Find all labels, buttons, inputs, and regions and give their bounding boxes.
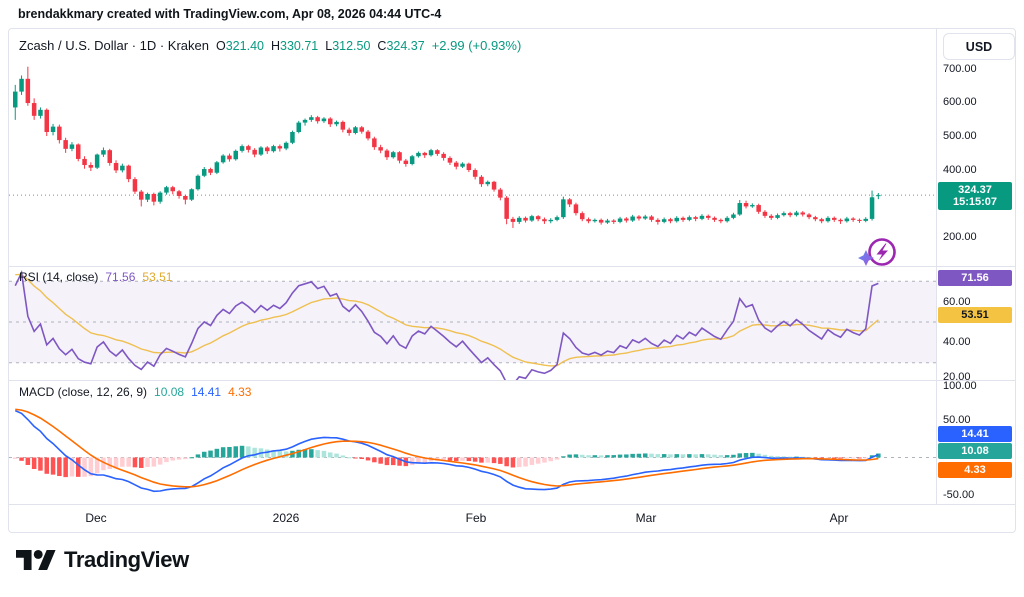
price-axis-tick: 700.00 bbox=[943, 62, 977, 75]
rsi-axis-tick: 20.00 bbox=[943, 371, 971, 383]
macd-axis-tick: 50.00 bbox=[943, 414, 971, 426]
change-value: +2.99 (+0.93%) bbox=[431, 38, 522, 53]
currency-toggle-button[interactable]: USD bbox=[943, 33, 1015, 60]
rsi-value-badge: 71.56 bbox=[938, 270, 1012, 287]
macd-title[interactable]: MACD (close, 12, 26, 9) bbox=[19, 385, 148, 399]
macd-hist-badge: 10.08 bbox=[938, 443, 1012, 459]
rsi-ma-value-badge: 53.51 bbox=[938, 306, 1012, 323]
symbol-title[interactable]: Zcash / U.S. Dollar · 1D · Kraken bbox=[19, 38, 209, 53]
low-label: L bbox=[325, 39, 333, 53]
tradingview-logo-mark bbox=[16, 550, 56, 570]
rsi-value: 71.56 bbox=[105, 270, 136, 284]
time-axis-label: Mar bbox=[635, 511, 657, 525]
open-value: 321.40 bbox=[225, 39, 264, 53]
ohlc-values: O321.40 H330.71 L312.50 C324.37 bbox=[216, 39, 425, 53]
rsi-title[interactable]: RSI (14, close) bbox=[19, 270, 99, 284]
last-price-badge: 324.37 15:15:07 bbox=[938, 182, 1012, 211]
macd-signal-badge: 4.33 bbox=[938, 462, 1012, 478]
credit-line: brendakkmary created with TradingView.co… bbox=[18, 7, 442, 21]
price-axis-tick: 500.00 bbox=[943, 130, 977, 143]
low-value: 312.50 bbox=[332, 39, 371, 53]
chart-widget: Zcash / U.S. Dollar · 1D · Kraken O321.4… bbox=[8, 28, 1016, 533]
time-axis[interactable]: Dec 2026 Feb Mar Apr bbox=[9, 505, 936, 532]
price-axis-tick: 400.00 bbox=[943, 163, 977, 176]
spark-lightning-icon[interactable] bbox=[855, 235, 903, 273]
main-pane-legend: Zcash / U.S. Dollar · 1D · Kraken O321.4… bbox=[19, 38, 521, 53]
time-axis-label: Dec bbox=[85, 511, 107, 525]
time-axis-label: Feb bbox=[465, 511, 487, 525]
chart-canvas[interactable] bbox=[9, 29, 1015, 532]
macd-legend: MACD (close, 12, 26, 9) 10.08 14.41 4.33 bbox=[19, 385, 251, 399]
macd-axis-tick: -50.00 bbox=[943, 489, 975, 501]
high-value: 330.71 bbox=[280, 39, 319, 53]
high-label: H bbox=[270, 39, 280, 53]
close-value: 324.37 bbox=[386, 39, 425, 53]
tradingview-logo[interactable]: TradingView bbox=[16, 545, 189, 575]
open-label: O bbox=[216, 39, 226, 53]
rsi-axis-tick: 40.00 bbox=[943, 336, 971, 349]
macd-axis-tick: 100.00 bbox=[943, 379, 977, 392]
macd-signal-value: 4.33 bbox=[228, 385, 252, 399]
macd-line-badge: 14.41 bbox=[938, 426, 1012, 442]
close-label: C bbox=[377, 39, 387, 53]
rsi-axis-tick: 60.00 bbox=[943, 295, 971, 308]
price-axis-tick: 200.00 bbox=[943, 231, 977, 244]
time-axis-label: Apr bbox=[829, 511, 849, 525]
macd-hist-value: 10.08 bbox=[154, 385, 185, 399]
price-axis-tick: 600.00 bbox=[943, 96, 977, 109]
macd-line-value: 14.41 bbox=[191, 385, 222, 399]
time-axis-label: 2026 bbox=[272, 511, 300, 525]
tradingview-logo-text: TradingView bbox=[64, 547, 189, 572]
rsi-ma-value: 53.51 bbox=[142, 270, 173, 284]
rsi-legend: RSI (14, close) 71.56 53.51 bbox=[19, 270, 172, 284]
